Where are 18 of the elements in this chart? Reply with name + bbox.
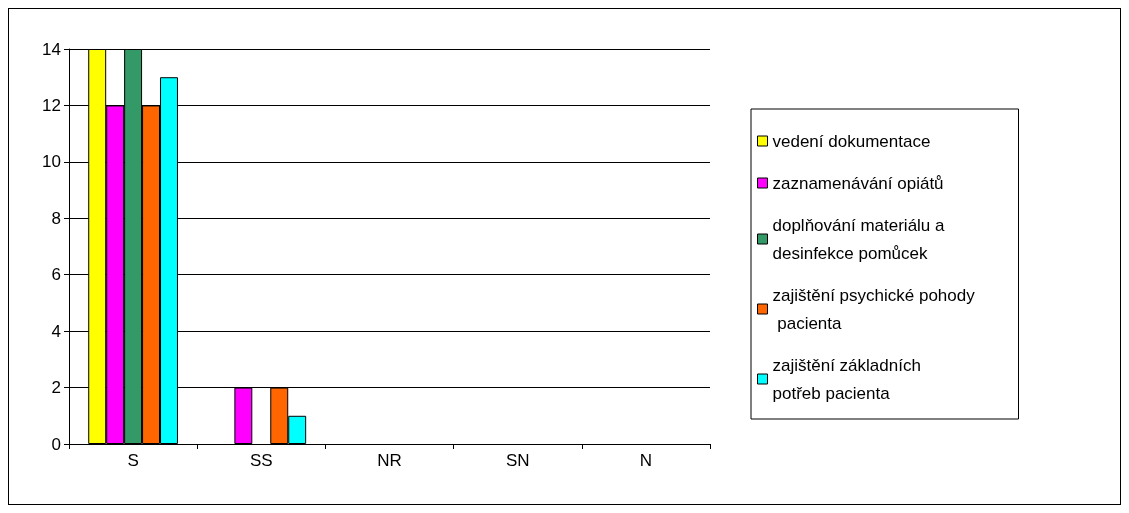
y-tick-label: 2 bbox=[51, 378, 61, 398]
y-tick-label: 4 bbox=[51, 321, 61, 341]
x-tick-label: SS bbox=[249, 451, 273, 470]
legend-label: vedení dokumentace bbox=[772, 131, 931, 151]
x-tick-label: S bbox=[127, 451, 139, 470]
y-tick-label: 8 bbox=[51, 208, 61, 228]
legend-label: doplňování materiálu a desinfekce pomůcek bbox=[772, 215, 950, 263]
legend-label: zajištění základních potřeb pacienta bbox=[772, 355, 926, 403]
x-tick-label: SN bbox=[505, 451, 530, 470]
y-tick-label: 12 bbox=[42, 95, 61, 115]
y-tick-label: 0 bbox=[51, 434, 61, 454]
legend-label: zaznamenávání opiátů bbox=[772, 173, 944, 193]
y-tick-label: 6 bbox=[51, 265, 61, 285]
y-tick-label: 10 bbox=[42, 152, 61, 172]
y-tick-label: 14 bbox=[42, 39, 61, 59]
legend-label: zajištění psychické pohody pacienta bbox=[772, 285, 976, 333]
x-tick-label: NR bbox=[377, 451, 402, 470]
x-tick-label: N bbox=[639, 451, 653, 470]
